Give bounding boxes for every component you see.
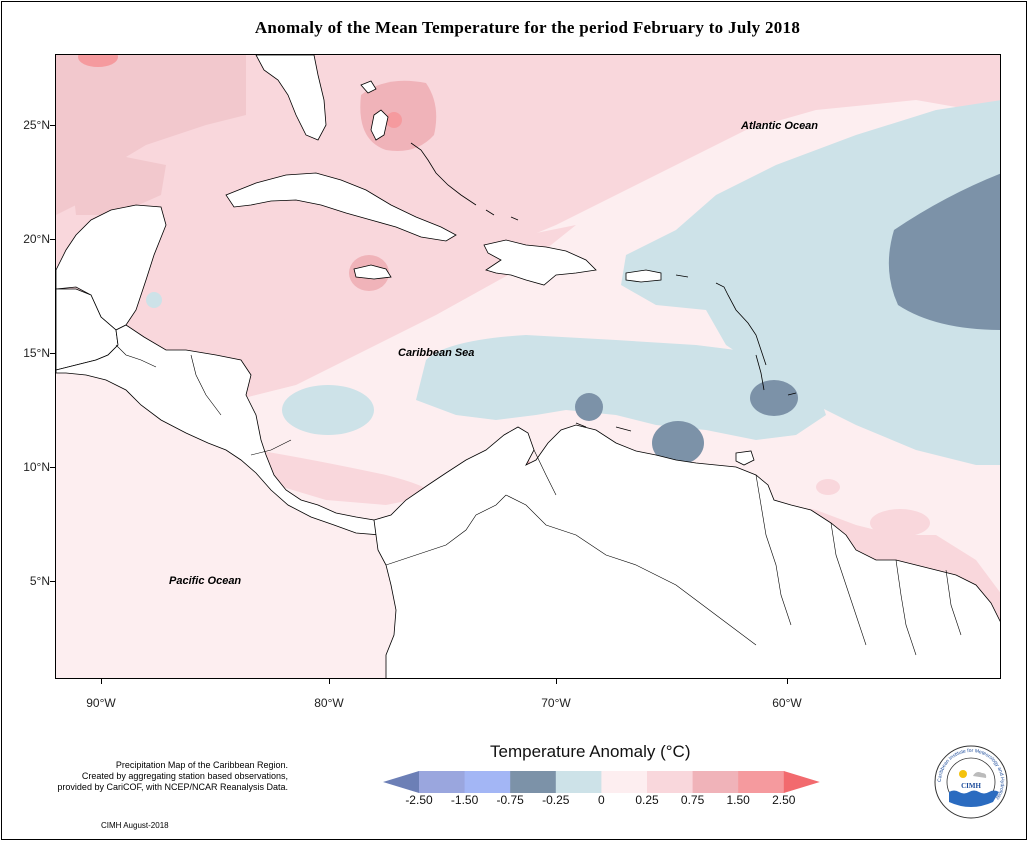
legend-break-label: -1.50 — [450, 793, 479, 807]
anomaly-map — [56, 55, 1000, 678]
anomaly-zone-cool-belize — [146, 292, 162, 308]
anomaly-zone-nw-warm-2 — [71, 155, 166, 215]
logo-abbreviation: CIMH — [961, 782, 981, 790]
anomaly-zone-cool-west — [282, 385, 374, 435]
legend-colorbar-svg — [383, 771, 820, 793]
note-line-1: Precipitation Map of the Caribbean Regio… — [115, 760, 288, 770]
sun-icon — [959, 770, 967, 778]
lat-tick-20n: 20°N — [23, 232, 50, 246]
lon-tick-mark — [329, 679, 330, 684]
anomaly-zone-pink-north-ext — [206, 225, 576, 400]
lat-tick-mark — [50, 467, 55, 468]
legend-colorbar — [383, 771, 829, 798]
legend-swatch — [419, 771, 466, 793]
lat-tick-mark — [50, 581, 55, 582]
legend-break-label: 1.50 — [726, 793, 750, 807]
anomaly-zone-deep-2 — [652, 421, 704, 465]
legend-break-label: -0.25 — [542, 793, 570, 807]
anomaly-zone-pacific-warm — [256, 450, 436, 505]
anomaly-zone-pink-north — [56, 55, 1000, 385]
legend-swatch — [464, 771, 511, 793]
anomaly-zone-deep-atlantic — [888, 173, 1000, 330]
note-line-2: Created by aggregating station based obs… — [81, 771, 288, 781]
anomaly-zone-cool-caribbean — [416, 335, 826, 440]
land-puerto-rico — [625, 269, 662, 283]
caribbean-sea-label: Caribbean Sea — [398, 347, 475, 359]
lat-tick-5n: 5°N — [29, 574, 50, 588]
map-panel: Atlantic Ocean Caribbean Sea Pacific Oce… — [55, 54, 1001, 679]
anomaly-zone-deep-3 — [750, 380, 798, 416]
pacific-ocean-label: Pacific Ocean — [169, 575, 242, 587]
legend-swatch — [510, 771, 557, 793]
anomaly-zone-deep-1 — [575, 393, 603, 421]
small-islands — [410, 142, 797, 432]
lat-tick-25n: 25°N — [23, 118, 50, 132]
anomaly-zone-nw-warm — [56, 55, 246, 215]
legend-break-label: 0.25 — [635, 793, 659, 807]
legend-swatch-low — [383, 771, 419, 793]
land-central-america — [56, 324, 382, 536]
atlantic-ocean-label: Atlantic Ocean — [741, 120, 819, 132]
legend-swatch — [601, 771, 648, 793]
lon-tick-mark — [101, 679, 102, 684]
anomaly-zone-warm-spot-2 — [816, 479, 840, 495]
legend-swatch — [555, 771, 602, 793]
land-abaco — [360, 80, 377, 94]
lat-tick-mark — [50, 125, 55, 126]
cimh-logo-svg: Caribbean Institute for Meteorology and … — [934, 745, 1008, 819]
land-cuba — [225, 172, 457, 242]
lat-tick-mark — [50, 353, 55, 354]
anomaly-zone-bahamas-core — [386, 112, 402, 128]
country-borders — [115, 344, 962, 656]
legend-break-label: 0.75 — [680, 793, 705, 807]
land-trinidad — [735, 450, 755, 466]
land-masses — [56, 55, 1000, 678]
legend-swatch — [692, 771, 739, 793]
map-title: Anomaly of the Mean Temperature for the … — [254, 18, 801, 37]
note-line-3: provided by CariCOF, with NCEP/NCAR Rean… — [57, 782, 288, 792]
anomaly-zone-topleft — [78, 55, 118, 67]
cimh-logo: Caribbean Institute for Meteorology and … — [933, 744, 1009, 820]
lat-tick-15n: 15°N — [23, 346, 50, 360]
lat-tick-10n: 10°N — [23, 460, 50, 474]
legend-swatch — [647, 771, 694, 793]
legend-swatch-high — [783, 771, 820, 793]
lon-tick-60w: 60°W — [772, 696, 802, 710]
lon-tick-mark — [787, 679, 788, 684]
anomaly-zone-warm-spot — [870, 509, 930, 537]
legend-break-label: 0 — [598, 793, 605, 807]
legend-title: Temperature Anomaly (°C) — [490, 742, 691, 761]
legend-break-label: -2.50 — [405, 793, 433, 807]
legend-swatch — [738, 771, 785, 793]
legend-break-label: 2.50 — [772, 793, 796, 807]
anomaly-zone-cool-east — [621, 100, 1000, 465]
land-florida — [255, 55, 327, 141]
lat-tick-mark — [50, 239, 55, 240]
waves-icon — [949, 790, 999, 807]
cloud-icon — [973, 772, 987, 778]
lon-tick-mark — [556, 679, 557, 684]
land-hispaniola — [483, 239, 597, 286]
lon-tick-80w: 80°W — [314, 696, 344, 710]
map-notes: Precipitation Map of the Caribbean Regio… — [8, 760, 288, 793]
lon-tick-70w: 70°W — [541, 696, 571, 710]
land-andros — [370, 109, 389, 141]
lon-tick-90w: 90°W — [86, 696, 116, 710]
land-jamaica — [353, 264, 392, 280]
legend-break-label: -0.75 — [496, 793, 524, 807]
credit-text: CIMH August-2018 — [101, 821, 169, 830]
